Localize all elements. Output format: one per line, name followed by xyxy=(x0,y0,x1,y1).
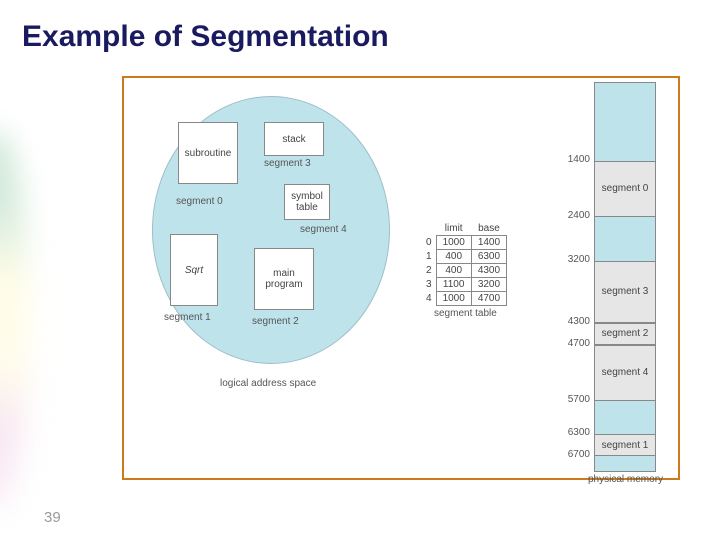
memory-tick-1: 2400 xyxy=(560,210,590,221)
memory-tick-3: 4300 xyxy=(560,316,590,327)
memory-segment-4: segment 1 xyxy=(595,434,655,456)
physical-memory-caption: physical memory xyxy=(588,474,663,485)
segmentation-diagram: subroutine stack symboltable Sqrt mainprogra… xyxy=(124,78,678,478)
diagram-frame: subroutine stack symboltable Sqrt mainprogra… xyxy=(122,76,680,480)
decorative-gradient xyxy=(0,130,30,510)
memory-segment-2: segment 2 xyxy=(595,323,655,345)
memory-segment-3: segment 4 xyxy=(595,345,655,401)
memory-segment-0: segment 0 xyxy=(595,161,655,217)
page-number: 39 xyxy=(44,509,61,526)
memory-tick-0: 1400 xyxy=(560,154,590,165)
memory-tick-6: 6300 xyxy=(560,427,590,438)
logical-label-seg3: segment 3 xyxy=(264,158,311,169)
logical-label-seg1: segment 1 xyxy=(164,312,211,323)
segment-table: limitbase0100014001400630024004300311003… xyxy=(420,222,507,306)
memory-tick-4: 4700 xyxy=(560,338,590,349)
logical-label-seg2: segment 2 xyxy=(252,316,299,327)
memory-tick-2: 3200 xyxy=(560,254,590,265)
logical-box-symbol: symboltable xyxy=(284,184,330,220)
logical-box-subroutine: subroutine xyxy=(178,122,238,184)
memory-tick-7: 6700 xyxy=(560,449,590,460)
segment-table-caption: segment table xyxy=(434,308,497,319)
slide-title: Example of Segmentation xyxy=(22,20,389,54)
logical-space-caption: logical address space xyxy=(220,378,316,389)
memory-tick-5: 5700 xyxy=(560,394,590,405)
logical-label-seg0: segment 0 xyxy=(176,196,223,207)
logical-label-seg4: segment 4 xyxy=(300,224,347,235)
logical-box-main: mainprogram xyxy=(254,248,314,310)
memory-segment-1: segment 3 xyxy=(595,261,655,322)
logical-box-sqrt: Sqrt xyxy=(170,234,218,306)
physical-memory-column: segment 0 segment 3segment 2segment 4 segm… xyxy=(594,82,656,472)
logical-box-stack: stack xyxy=(264,122,324,156)
